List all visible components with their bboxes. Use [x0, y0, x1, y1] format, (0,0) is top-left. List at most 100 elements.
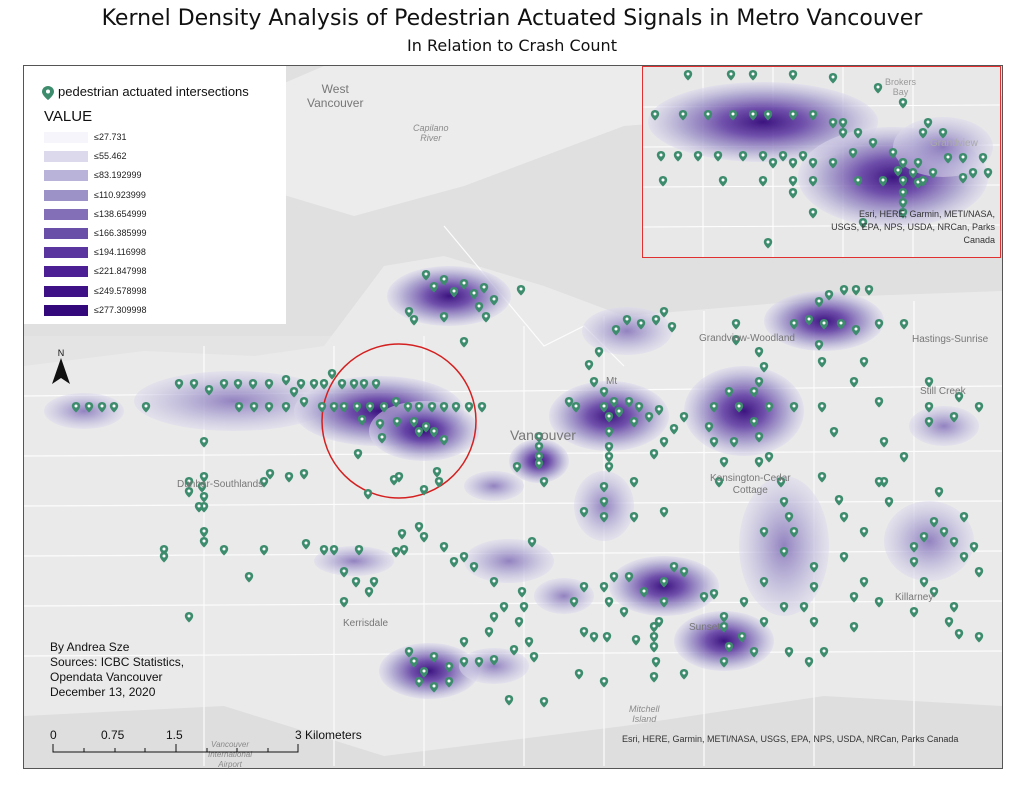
intersection-pin-icon[interactable]: [477, 402, 487, 413]
intersection-pin-icon[interactable]: [849, 377, 859, 388]
intersection-pin-icon[interactable]: [859, 527, 869, 538]
intersection-pin-icon[interactable]: [579, 582, 589, 593]
intersection-pin-icon[interactable]: [199, 472, 209, 483]
intersection-pin-icon[interactable]: [479, 283, 489, 294]
intersection-pin-icon[interactable]: [808, 208, 818, 219]
intersection-pin-icon[interactable]: [974, 402, 984, 413]
intersection-pin-icon[interactable]: [749, 387, 759, 398]
intersection-pin-icon[interactable]: [184, 487, 194, 498]
intersection-pin-icon[interactable]: [788, 110, 798, 121]
intersection-pin-icon[interactable]: [748, 110, 758, 121]
intersection-pin-icon[interactable]: [928, 168, 938, 179]
intersection-pin-icon[interactable]: [679, 669, 689, 680]
intersection-pin-icon[interactable]: [659, 307, 669, 318]
intersection-pin-icon[interactable]: [654, 405, 664, 416]
intersection-pin-icon[interactable]: [71, 402, 81, 413]
intersection-pin-icon[interactable]: [604, 442, 614, 453]
intersection-pin-icon[interactable]: [874, 597, 884, 608]
intersection-pin-icon[interactable]: [233, 379, 243, 390]
intersection-pin-icon[interactable]: [527, 537, 537, 548]
intersection-pin-icon[interactable]: [898, 98, 908, 109]
intersection-pin-icon[interactable]: [296, 379, 306, 390]
intersection-pin-icon[interactable]: [599, 387, 609, 398]
intersection-pin-icon[interactable]: [141, 402, 151, 413]
intersection-pin-icon[interactable]: [954, 629, 964, 640]
intersection-pin-icon[interactable]: [644, 412, 654, 423]
intersection-pin-icon[interactable]: [719, 457, 729, 468]
intersection-pin-icon[interactable]: [459, 279, 469, 290]
intersection-pin-icon[interactable]: [629, 477, 639, 488]
intersection-pin-icon[interactable]: [828, 158, 838, 169]
intersection-pin-icon[interactable]: [943, 153, 953, 164]
intersection-pin-icon[interactable]: [622, 315, 632, 326]
intersection-pin-icon[interactable]: [754, 377, 764, 388]
intersection-pin-icon[interactable]: [439, 312, 449, 323]
intersection-pin-icon[interactable]: [776, 477, 786, 488]
intersection-pin-icon[interactable]: [599, 402, 609, 413]
intersection-pin-icon[interactable]: [289, 387, 299, 398]
intersection-pin-icon[interactable]: [469, 289, 479, 300]
intersection-pin-icon[interactable]: [819, 647, 829, 658]
intersection-pin-icon[interactable]: [851, 325, 861, 336]
intersection-pin-icon[interactable]: [849, 592, 859, 603]
intersection-pin-icon[interactable]: [913, 158, 923, 169]
intersection-pin-icon[interactable]: [414, 677, 424, 688]
intersection-pin-icon[interactable]: [839, 552, 849, 563]
intersection-pin-icon[interactable]: [489, 577, 499, 588]
intersection-pin-icon[interactable]: [779, 602, 789, 613]
intersection-pin-icon[interactable]: [484, 627, 494, 638]
inset-map[interactable]: [642, 66, 1001, 258]
intersection-pin-icon[interactable]: [265, 469, 275, 480]
intersection-pin-icon[interactable]: [429, 427, 439, 438]
intersection-pin-icon[interactable]: [898, 198, 908, 209]
intersection-pin-icon[interactable]: [758, 151, 768, 162]
intersection-pin-icon[interactable]: [614, 407, 624, 418]
intersection-pin-icon[interactable]: [414, 402, 424, 413]
intersection-pin-icon[interactable]: [656, 151, 666, 162]
intersection-pin-icon[interactable]: [939, 527, 949, 538]
intersection-pin-icon[interactable]: [874, 397, 884, 408]
intersection-pin-icon[interactable]: [517, 587, 527, 598]
intersection-pin-icon[interactable]: [524, 637, 534, 648]
intersection-pin-icon[interactable]: [444, 677, 454, 688]
intersection-pin-icon[interactable]: [375, 419, 385, 430]
intersection-pin-icon[interactable]: [439, 275, 449, 286]
intersection-pin-icon[interactable]: [709, 437, 719, 448]
intersection-pin-icon[interactable]: [602, 632, 612, 643]
intersection-pin-icon[interactable]: [481, 312, 491, 323]
intersection-pin-icon[interactable]: [629, 417, 639, 428]
intersection-pin-icon[interactable]: [848, 148, 858, 159]
intersection-pin-icon[interactable]: [351, 577, 361, 588]
intersection-pin-icon[interactable]: [636, 319, 646, 330]
intersection-pin-icon[interactable]: [764, 402, 774, 413]
intersection-pin-icon[interactable]: [352, 402, 362, 413]
intersection-pin-icon[interactable]: [432, 467, 442, 478]
intersection-pin-icon[interactable]: [397, 529, 407, 540]
intersection-pin-icon[interactable]: [349, 379, 359, 390]
intersection-pin-icon[interactable]: [357, 415, 367, 426]
intersection-pin-icon[interactable]: [808, 158, 818, 169]
intersection-pin-icon[interactable]: [838, 118, 848, 129]
intersection-pin-icon[interactable]: [281, 375, 291, 386]
intersection-pin-icon[interactable]: [419, 532, 429, 543]
intersection-pin-icon[interactable]: [878, 176, 888, 187]
intersection-pin-icon[interactable]: [828, 73, 838, 84]
intersection-pin-icon[interactable]: [512, 462, 522, 473]
intersection-pin-icon[interactable]: [339, 402, 349, 413]
intersection-pin-icon[interactable]: [919, 532, 929, 543]
intersection-pin-icon[interactable]: [639, 587, 649, 598]
intersection-pin-icon[interactable]: [759, 362, 769, 373]
intersection-pin-icon[interactable]: [319, 379, 329, 390]
intersection-pin-icon[interactable]: [604, 462, 614, 473]
intersection-pin-icon[interactable]: [804, 657, 814, 668]
intersection-pin-icon[interactable]: [718, 176, 728, 187]
intersection-pin-icon[interactable]: [392, 417, 402, 428]
intersection-pin-icon[interactable]: [974, 567, 984, 578]
intersection-pin-icon[interactable]: [954, 392, 964, 403]
intersection-pin-icon[interactable]: [427, 402, 437, 413]
intersection-pin-icon[interactable]: [604, 597, 614, 608]
intersection-pin-icon[interactable]: [259, 477, 269, 488]
intersection-pin-icon[interactable]: [859, 357, 869, 368]
intersection-pin-icon[interactable]: [709, 589, 719, 600]
intersection-pin-icon[interactable]: [594, 347, 604, 358]
